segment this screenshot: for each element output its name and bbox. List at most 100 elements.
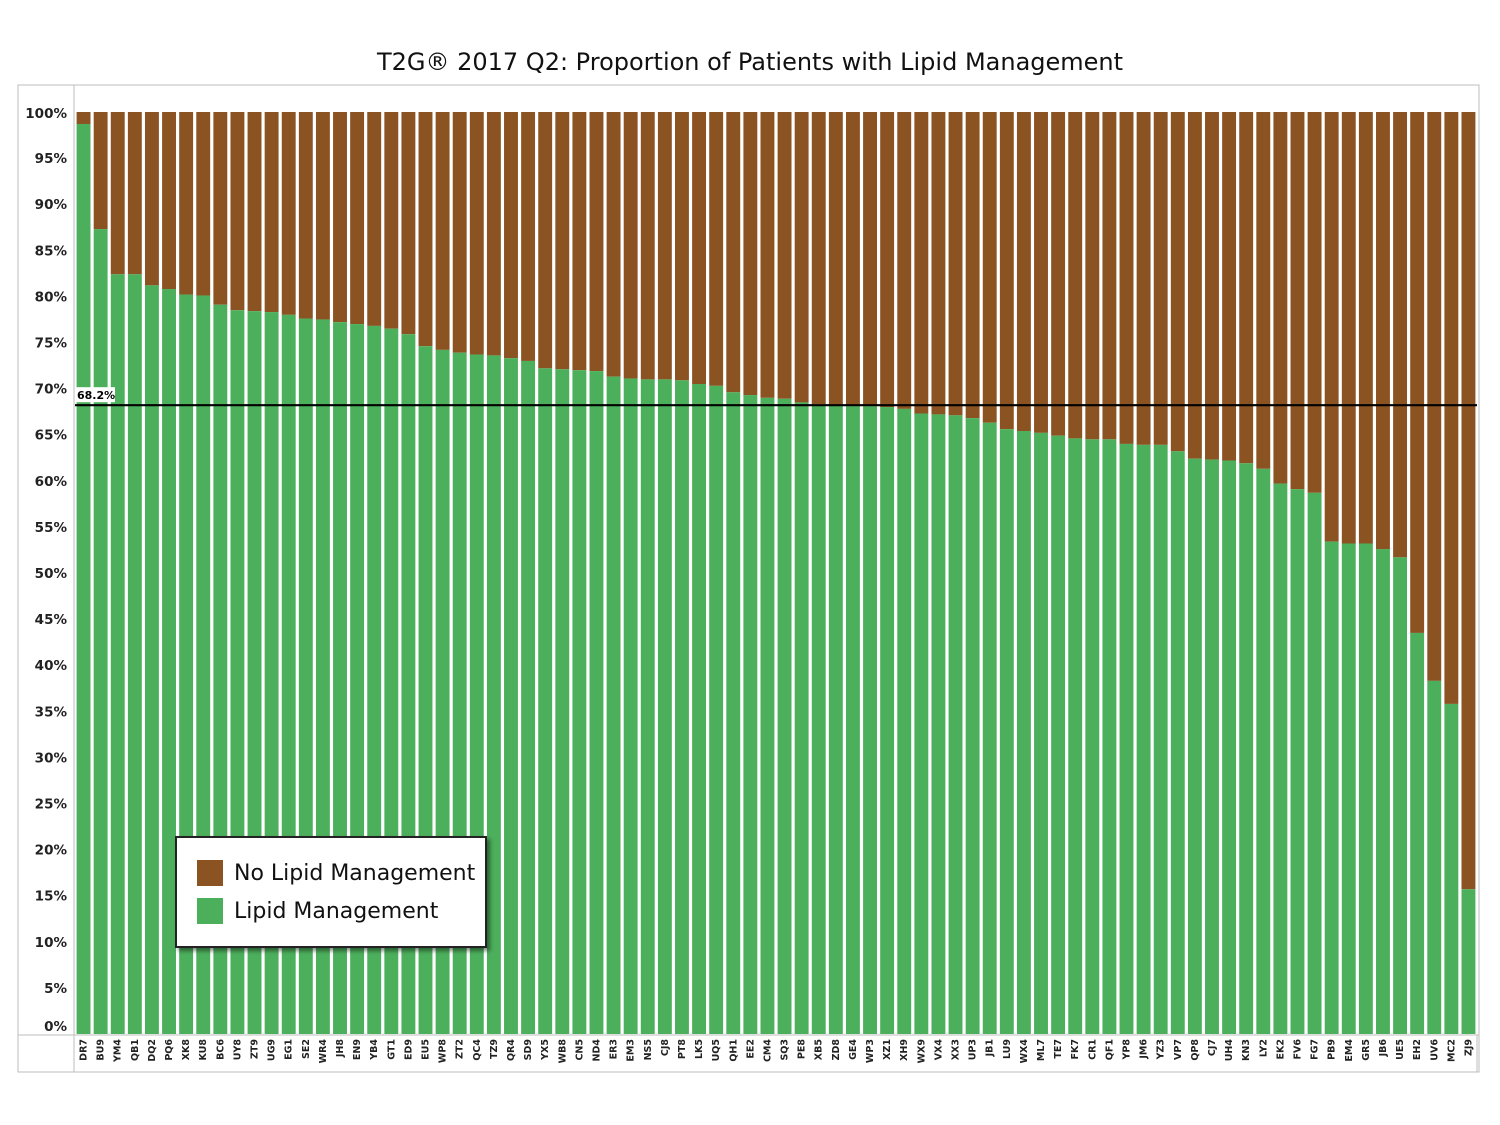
bar-no-lipid-WX4 <box>1016 112 1031 432</box>
x-tick-label-SE2: SE2 <box>301 1039 312 1059</box>
x-tick-label-VP7: VP7 <box>1173 1039 1184 1060</box>
bar-no-lipid-CJ7 <box>1205 112 1219 460</box>
bar-no-lipid-ZD8 <box>828 112 843 406</box>
x-tick-label-ML7: ML7 <box>1036 1039 1047 1061</box>
bar-no-lipid-YX5 <box>538 112 553 369</box>
bar-lipid-WX9 <box>914 413 929 1034</box>
legend-entry-no-lipid: No Lipid Management <box>197 858 475 888</box>
x-tick-label-QC4: QC4 <box>472 1039 483 1061</box>
x-tick-label-GE4: GE4 <box>848 1039 859 1060</box>
x-tick-label-GT1: GT1 <box>386 1039 397 1060</box>
x-tick-label-SQ3: SQ3 <box>780 1039 791 1061</box>
bar-no-lipid-KN3 <box>1239 112 1254 464</box>
y-tick-label: 25% <box>35 797 68 813</box>
x-tick-label-TZ9: TZ9 <box>489 1039 500 1059</box>
bar-lipid-YP8 <box>1119 443 1134 1034</box>
bar-lipid-EM4 <box>1341 543 1356 1034</box>
x-tick-label-ED9: ED9 <box>403 1039 414 1060</box>
x-tick-label-FV6: FV6 <box>1292 1039 1303 1060</box>
x-tick-label-LU9: LU9 <box>1002 1039 1013 1059</box>
bar-lipid-GR5 <box>1358 543 1373 1034</box>
bar-no-lipid-WP8 <box>435 112 450 350</box>
bar-no-lipid-CM4 <box>760 112 775 398</box>
bar-no-lipid-FG7 <box>1307 112 1322 493</box>
bar-lipid-CR1 <box>1085 439 1100 1034</box>
bar-lipid-WX4 <box>1016 431 1031 1035</box>
bar-no-lipid-XH9 <box>897 112 912 409</box>
reference-label-box <box>75 387 115 403</box>
bar-lipid-FV6 <box>1290 489 1305 1034</box>
bar-no-lipid-PB9 <box>1324 112 1339 542</box>
x-tick-label-CJ8: CJ8 <box>660 1039 671 1057</box>
bar-no-lipid-SD9 <box>521 112 536 361</box>
x-tick-label-UQ5: UQ5 <box>711 1039 722 1061</box>
x-tick-label-KU8: KU8 <box>198 1039 209 1061</box>
x-tick-label-LY2: LY2 <box>1258 1039 1269 1057</box>
bar-no-lipid-YP8 <box>1119 112 1134 444</box>
legend-swatch-no-lipid <box>197 860 223 886</box>
x-tick-label-EM3: EM3 <box>626 1039 637 1062</box>
bar-lipid-ZD8 <box>828 405 843 1034</box>
y-tick-label: 60% <box>35 474 68 490</box>
bar-lipid-ER3 <box>606 376 621 1034</box>
bar-no-lipid-GE4 <box>845 112 860 407</box>
x-tick-label-XB5: XB5 <box>814 1039 825 1060</box>
bar-no-lipid-LY2 <box>1256 112 1271 469</box>
x-tick-label-CN5: CN5 <box>574 1039 585 1061</box>
bar-lipid-TZ9 <box>486 355 501 1035</box>
bar-lipid-FG7 <box>1307 492 1322 1034</box>
x-tick-label-BC6: BC6 <box>215 1039 226 1060</box>
bar-no-lipid-EM3 <box>623 112 638 379</box>
x-tick-label-JM6: JM6 <box>1139 1039 1150 1060</box>
x-tick-label-EG1: EG1 <box>284 1039 295 1060</box>
x-tick-label-CJ7: CJ7 <box>1207 1039 1218 1056</box>
reference-label: 68.2% <box>77 389 115 402</box>
x-tick-label-WX4: WX4 <box>1019 1039 1030 1064</box>
y-tick-label: 55% <box>35 520 68 536</box>
x-tick-label-QB1: QB1 <box>130 1039 141 1061</box>
bar-lipid-NS5 <box>640 379 655 1034</box>
bar-no-lipid-QH1 <box>726 112 741 393</box>
bar-lipid-QR4 <box>504 358 518 1034</box>
bar-no-lipid-GR5 <box>1358 112 1373 544</box>
bar-no-lipid-EG1 <box>281 112 296 315</box>
x-tick-label-EN9: EN9 <box>352 1039 363 1060</box>
y-tick-label: 85% <box>35 243 68 259</box>
y-tick-label: 50% <box>35 566 68 582</box>
legend-swatch-lipid <box>197 898 223 924</box>
bar-no-lipid-YM4 <box>110 112 125 275</box>
x-tick-label-PE8: PE8 <box>797 1039 808 1059</box>
x-tick-label-UE5: UE5 <box>1395 1039 1406 1060</box>
bar-lipid-CJ7 <box>1205 459 1219 1034</box>
legend-label-no-lipid: No Lipid Management <box>234 860 476 886</box>
bar-no-lipid-UP3 <box>965 112 980 419</box>
bar-lipid-QP8 <box>1187 458 1202 1034</box>
bar-lipid-ND4 <box>589 371 604 1034</box>
bar-lipid-SQ3 <box>777 398 792 1034</box>
bar-no-lipid-JM6 <box>1136 112 1151 445</box>
bar-no-lipid-UG9 <box>264 112 279 313</box>
legend: No Lipid Management Lipid Management <box>175 836 487 948</box>
bar-lipid-EM3 <box>623 378 638 1034</box>
x-tick-label-LK5: LK5 <box>694 1039 705 1059</box>
bar-lipid-EE2 <box>743 395 758 1035</box>
y-tick-label: 45% <box>35 612 68 628</box>
bar-lipid-QH1 <box>726 392 741 1035</box>
bar-lipid-PQ6 <box>162 289 176 1034</box>
x-tick-label-XK8: XK8 <box>181 1039 192 1061</box>
y-tick-label: 5% <box>44 981 67 997</box>
bar-lipid-PE8 <box>794 402 809 1034</box>
x-tick-label-SD9: SD9 <box>523 1039 534 1060</box>
bar-lipid-YX5 <box>538 368 553 1034</box>
bar-lipid-YM4 <box>110 274 125 1035</box>
x-tick-label-JB1: JB1 <box>985 1039 996 1057</box>
bar-lipid-UQ5 <box>709 385 724 1035</box>
bar-no-lipid-JH8 <box>333 112 347 323</box>
bar-no-lipid-UY8 <box>230 112 245 311</box>
bar-lipid-DQ2 <box>144 285 159 1034</box>
bar-lipid-FK7 <box>1068 438 1083 1034</box>
bar-lipid-LK5 <box>692 383 707 1034</box>
bar-no-lipid-TE7 <box>1051 112 1066 436</box>
bar-no-lipid-YZ3 <box>1153 112 1168 445</box>
bar-lipid-ZJ9 <box>1461 889 1476 1034</box>
